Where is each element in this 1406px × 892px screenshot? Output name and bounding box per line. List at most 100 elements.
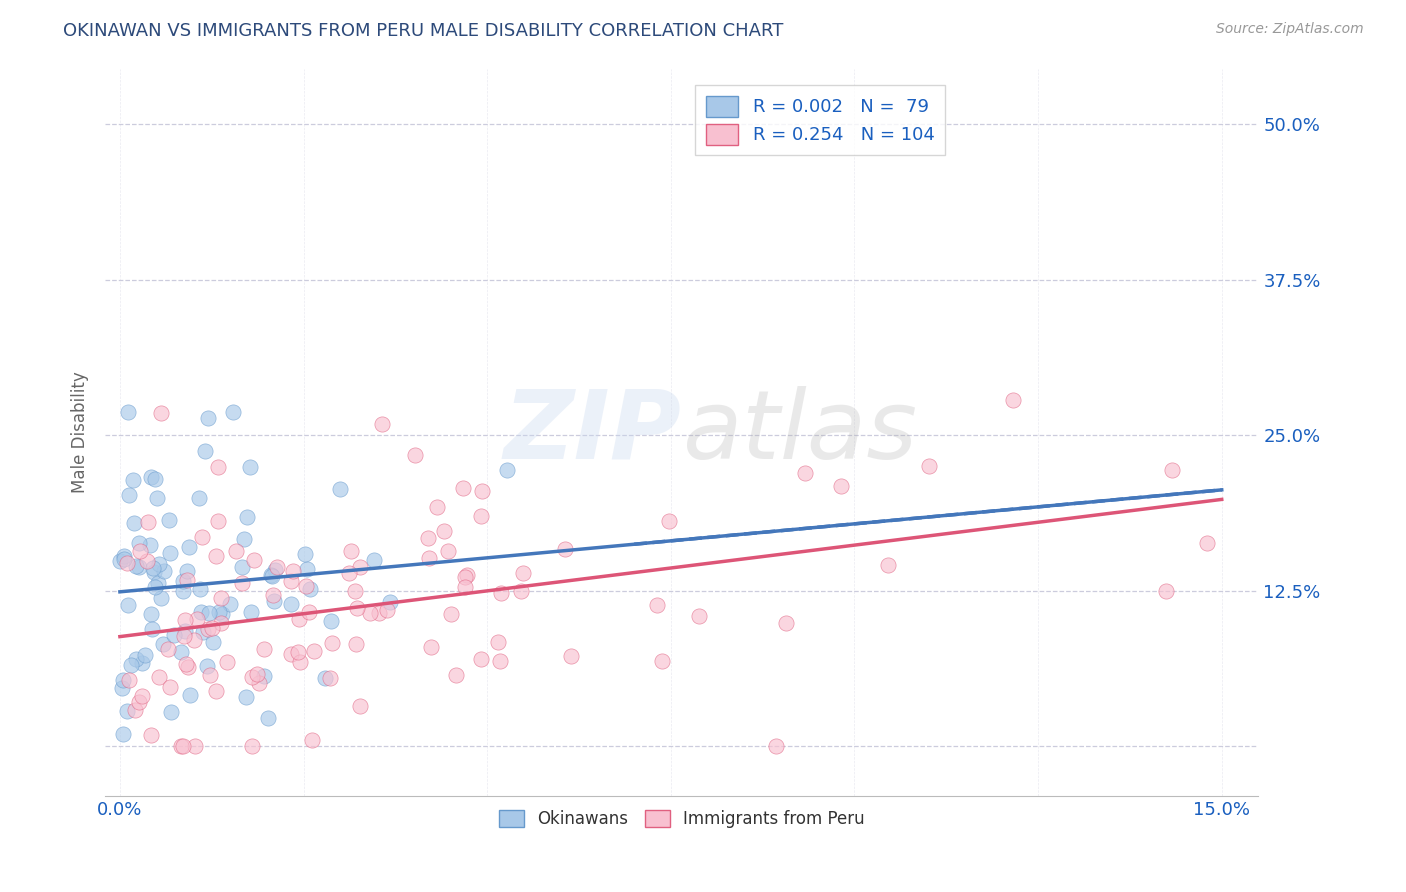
Point	[115, 704, 138, 718]
Point	[231, 560, 253, 574]
Point	[231, 576, 253, 591]
Point	[217, 655, 239, 669]
Point	[143, 472, 166, 486]
Point	[128, 536, 150, 550]
Point	[150, 591, 173, 605]
Point	[174, 613, 197, 627]
Point	[142, 565, 165, 579]
Point	[240, 739, 263, 754]
Point	[172, 584, 194, 599]
Point	[207, 515, 229, 529]
Point	[240, 670, 263, 684]
Point	[918, 459, 941, 474]
Point	[143, 580, 166, 594]
Text: atlas: atlas	[682, 386, 917, 479]
Point	[128, 560, 150, 574]
Point	[198, 606, 221, 620]
Point	[190, 605, 212, 619]
Point	[172, 739, 194, 754]
Point	[295, 562, 318, 576]
Point	[129, 544, 152, 558]
Point	[688, 608, 710, 623]
Point	[176, 573, 198, 587]
Point	[115, 556, 138, 570]
Point	[124, 516, 146, 531]
Point	[246, 666, 269, 681]
Point	[172, 574, 194, 588]
Point	[177, 660, 200, 674]
Point	[111, 681, 134, 695]
Point	[160, 706, 183, 720]
Point	[765, 739, 787, 754]
Text: Source: ZipAtlas.com: Source: ZipAtlas.com	[1216, 22, 1364, 37]
Point	[197, 622, 219, 636]
Point	[368, 606, 391, 620]
Point	[197, 411, 219, 425]
Point	[157, 513, 180, 527]
Point	[131, 657, 153, 671]
Point	[280, 597, 302, 611]
Point	[512, 566, 534, 580]
Point	[162, 628, 184, 642]
Point	[159, 545, 181, 559]
Point	[219, 597, 242, 611]
Point	[378, 595, 401, 609]
Point	[239, 605, 262, 619]
Point	[337, 566, 360, 581]
Point	[253, 668, 276, 682]
Point	[1156, 584, 1178, 599]
Point	[193, 625, 215, 640]
Point	[496, 463, 519, 477]
Point	[173, 629, 195, 643]
Point	[319, 671, 342, 685]
Point	[152, 637, 174, 651]
Point	[440, 607, 463, 621]
Point	[287, 645, 309, 659]
Point	[207, 459, 229, 474]
Point	[146, 575, 169, 590]
Point	[148, 558, 170, 572]
Point	[184, 739, 207, 754]
Point	[321, 635, 343, 649]
Point	[190, 530, 212, 544]
Point	[1160, 463, 1182, 477]
Point	[486, 635, 509, 649]
Point	[136, 515, 159, 529]
Point	[176, 564, 198, 578]
Point	[456, 568, 478, 582]
Point	[120, 657, 142, 672]
Point	[344, 583, 367, 598]
Point	[294, 547, 316, 561]
Point	[288, 612, 311, 626]
Point	[1001, 392, 1024, 407]
Point	[183, 632, 205, 647]
Point	[153, 564, 176, 578]
Point	[281, 564, 304, 578]
Point	[301, 732, 323, 747]
Point	[211, 607, 233, 622]
Point	[280, 647, 302, 661]
Point	[262, 588, 284, 602]
Point	[295, 579, 318, 593]
Point	[148, 670, 170, 684]
Point	[128, 695, 150, 709]
Point	[187, 491, 209, 505]
Point	[170, 644, 193, 658]
Point	[404, 448, 426, 462]
Point	[288, 656, 311, 670]
Point	[444, 668, 467, 682]
Point	[141, 622, 163, 636]
Point	[131, 689, 153, 703]
Point	[141, 469, 163, 483]
Point	[340, 544, 363, 558]
Point	[420, 640, 443, 654]
Point	[470, 508, 492, 523]
Point	[117, 404, 139, 418]
Point	[204, 683, 226, 698]
Point	[134, 648, 156, 662]
Point	[260, 567, 283, 582]
Point	[209, 615, 232, 630]
Point	[149, 406, 172, 420]
Point	[266, 560, 288, 574]
Point	[146, 491, 169, 506]
